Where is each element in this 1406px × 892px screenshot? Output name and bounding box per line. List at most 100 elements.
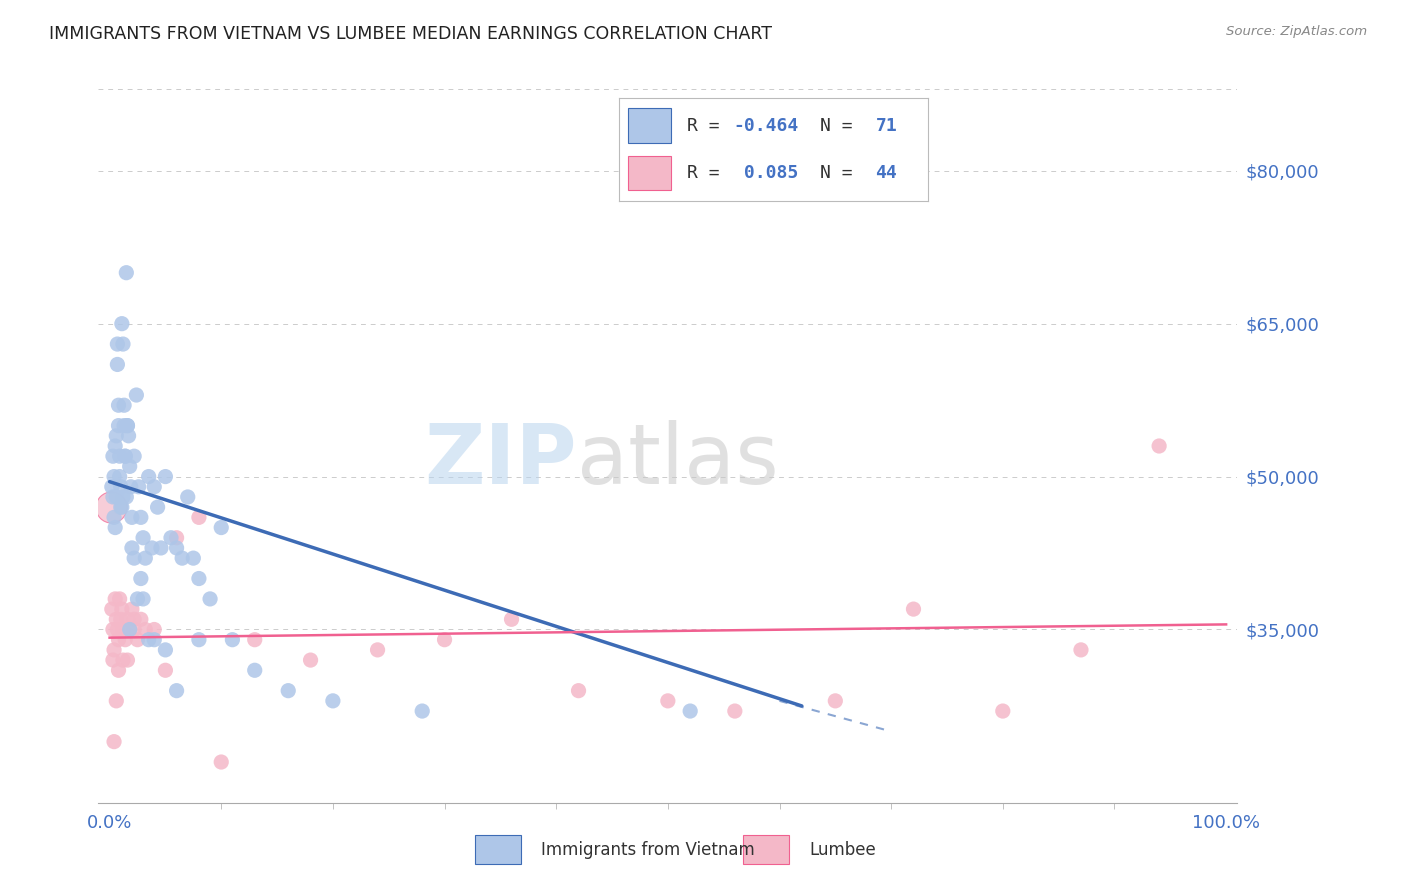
- Point: [129, 612, 152, 626]
- Point: [104, 520, 127, 534]
- Point: [127, 632, 149, 647]
- Point: [187, 632, 209, 647]
- Point: [177, 490, 200, 504]
- Point: [103, 469, 125, 483]
- Point: [160, 531, 183, 545]
- Point: [118, 459, 141, 474]
- Point: [105, 490, 128, 504]
- Point: [128, 480, 150, 494]
- FancyBboxPatch shape: [475, 835, 520, 864]
- Point: [105, 612, 128, 626]
- Point: [134, 551, 156, 566]
- Point: [824, 694, 846, 708]
- Point: [108, 591, 131, 606]
- Point: [243, 632, 266, 647]
- Point: [138, 469, 160, 483]
- Point: [187, 510, 209, 524]
- Point: [209, 755, 232, 769]
- Text: R =: R =: [686, 117, 730, 135]
- Text: ZIP: ZIP: [425, 420, 576, 500]
- Point: [114, 449, 136, 463]
- Point: [111, 653, 134, 667]
- Point: [121, 602, 143, 616]
- Point: [111, 490, 134, 504]
- Point: [143, 632, 166, 647]
- Point: [122, 551, 145, 566]
- Text: 0.085: 0.085: [733, 164, 799, 182]
- FancyBboxPatch shape: [628, 108, 671, 144]
- Point: [143, 480, 166, 494]
- Point: [121, 510, 143, 524]
- Point: [501, 612, 523, 626]
- Point: [115, 490, 138, 504]
- Point: [183, 551, 205, 566]
- Point: [121, 541, 143, 555]
- Point: [149, 541, 172, 555]
- Point: [105, 694, 128, 708]
- Point: [129, 572, 152, 586]
- Point: [118, 623, 141, 637]
- Point: [1147, 439, 1170, 453]
- Point: [433, 632, 456, 647]
- Point: [155, 643, 177, 657]
- Point: [567, 683, 589, 698]
- Point: [166, 541, 188, 555]
- Point: [122, 449, 145, 463]
- Text: 44: 44: [876, 164, 897, 182]
- Text: 71: 71: [876, 117, 897, 135]
- Text: R =: R =: [686, 164, 730, 182]
- Point: [117, 612, 139, 626]
- Point: [107, 623, 129, 637]
- Point: [108, 449, 131, 463]
- Point: [115, 266, 138, 280]
- Point: [101, 449, 124, 463]
- Point: [127, 591, 149, 606]
- Point: [155, 469, 177, 483]
- Point: [146, 500, 169, 515]
- Point: [103, 510, 125, 524]
- FancyBboxPatch shape: [628, 155, 671, 190]
- Point: [103, 643, 125, 657]
- Point: [166, 683, 188, 698]
- Point: [111, 500, 134, 515]
- Point: [110, 612, 132, 626]
- Point: [187, 572, 209, 586]
- Point: [122, 623, 145, 637]
- Point: [277, 683, 299, 698]
- Text: N =: N =: [820, 164, 863, 182]
- Point: [110, 500, 132, 515]
- Point: [657, 694, 679, 708]
- Point: [122, 612, 145, 626]
- Text: atlas: atlas: [576, 420, 779, 500]
- Text: N =: N =: [820, 117, 863, 135]
- Point: [1070, 643, 1092, 657]
- Point: [111, 602, 134, 616]
- Text: Lumbee: Lumbee: [810, 840, 876, 859]
- Point: [107, 418, 129, 433]
- Point: [120, 480, 142, 494]
- Point: [108, 469, 131, 483]
- Text: IMMIGRANTS FROM VIETNAM VS LUMBEE MEDIAN EARNINGS CORRELATION CHART: IMMIGRANTS FROM VIETNAM VS LUMBEE MEDIAN…: [49, 25, 772, 43]
- Point: [141, 541, 163, 555]
- Point: [101, 623, 124, 637]
- Point: [114, 449, 136, 463]
- Point: [110, 480, 132, 494]
- Point: [198, 591, 221, 606]
- Point: [117, 653, 139, 667]
- Point: [114, 632, 136, 647]
- Point: [724, 704, 747, 718]
- Point: [118, 623, 141, 637]
- Point: [221, 632, 243, 647]
- Point: [111, 337, 134, 351]
- Point: [129, 510, 152, 524]
- Point: [138, 632, 160, 647]
- Point: [209, 520, 232, 534]
- Point: [104, 591, 127, 606]
- Point: [132, 591, 155, 606]
- Point: [111, 623, 134, 637]
- Point: [143, 623, 166, 637]
- FancyBboxPatch shape: [744, 835, 789, 864]
- Point: [104, 439, 127, 453]
- Point: [111, 317, 134, 331]
- Point: [166, 531, 188, 545]
